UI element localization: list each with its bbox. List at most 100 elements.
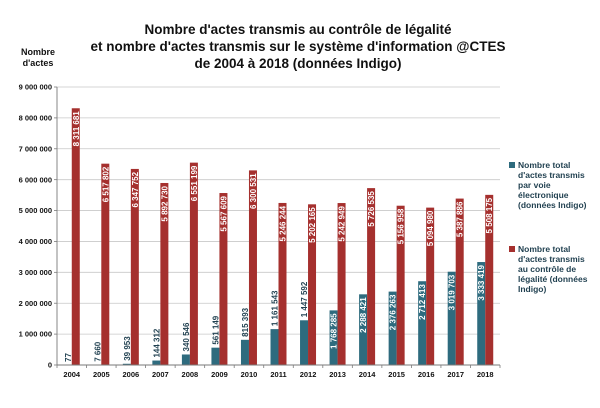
data-label: 5 567 609 xyxy=(219,195,228,231)
data-label: 5 246 244 xyxy=(279,205,288,241)
y-tick-label: 3 000 000 xyxy=(19,268,52,277)
bar-legalite xyxy=(248,170,257,365)
legend-label-line: électronique xyxy=(518,190,569,200)
y-tick-label: 1 000 000 xyxy=(19,330,52,339)
x-tick-label: 2013 xyxy=(329,370,346,379)
bar-legalite xyxy=(396,205,405,365)
data-label: 5 242 949 xyxy=(338,206,347,242)
chart-title-line: de 2004 à 2018 (données Indigo) xyxy=(194,56,401,71)
data-label: 39 953 xyxy=(123,336,132,361)
data-label: 2 376 263 xyxy=(389,294,398,330)
bar-legalite xyxy=(101,163,110,365)
chart-title-line: Nombre d'actes transmis au contrôle de l… xyxy=(144,22,452,37)
data-label: 815 393 xyxy=(241,307,250,336)
legend-label-line: légalité (données xyxy=(518,274,588,284)
data-label: 6 347 752 xyxy=(131,171,140,207)
data-label: 5 892 730 xyxy=(160,185,169,221)
bar-legalite xyxy=(337,203,346,365)
bar-legalite xyxy=(278,202,287,365)
bar-legalite xyxy=(189,162,198,365)
bar-electronic xyxy=(270,329,279,365)
bar-electronic xyxy=(181,354,190,365)
data-label: 5 726 535 xyxy=(367,191,376,227)
data-label: 77 xyxy=(64,353,73,362)
bar-electronic xyxy=(329,310,338,365)
legend-label-line: Indigo) xyxy=(518,284,546,294)
data-label: 340 546 xyxy=(182,322,191,351)
data-label: 1 447 592 xyxy=(300,281,309,317)
y-tick-label: 0 xyxy=(48,361,52,370)
x-tick-label: 2005 xyxy=(93,370,110,379)
bar-legalite xyxy=(71,108,80,365)
bar-electronic xyxy=(300,320,309,365)
data-label: 5 156 958 xyxy=(397,208,406,244)
data-label: 5 094 980 xyxy=(426,210,435,246)
bar-legalite xyxy=(455,198,464,365)
y-axis-label-line: Nombre xyxy=(21,47,55,57)
data-label: 6 300 531 xyxy=(249,173,258,209)
legend-label-line: Nombre total xyxy=(518,244,570,254)
x-tick-label: 2010 xyxy=(241,370,258,379)
x-tick-label: 2004 xyxy=(63,370,81,379)
bar-legalite xyxy=(130,168,139,365)
data-label: 5 508 175 xyxy=(485,197,494,233)
x-tick-label: 2017 xyxy=(447,370,464,379)
bar-legalite xyxy=(308,204,317,365)
data-label: 1 161 543 xyxy=(271,290,280,326)
data-label: 6 551 199 xyxy=(190,165,199,201)
bar-electronic xyxy=(240,339,249,365)
y-axis-ticks: 0 1 000 000 2 000 000 3 000 000 4 000 000 5 0… xyxy=(19,83,57,370)
bar-electronic xyxy=(211,347,220,365)
x-tick-label: 2015 xyxy=(388,370,405,379)
y-tick-label: 6 000 000 xyxy=(19,175,52,184)
x-tick-label: 2014 xyxy=(359,370,377,379)
x-tick-label: 2006 xyxy=(122,370,139,379)
bar-electronic xyxy=(122,363,131,365)
x-axis xyxy=(56,87,500,366)
chart-title: Nombre d'actes transmis au contrôle de l… xyxy=(91,22,506,71)
data-label: 144 312 xyxy=(152,328,161,357)
data-label: 7 660 xyxy=(93,341,102,362)
data-label: 561 149 xyxy=(211,315,220,344)
data-label: 2 288 421 xyxy=(359,297,368,333)
bar-electronic xyxy=(359,294,368,365)
data-label: 8 311 681 xyxy=(72,111,81,147)
y-tick-label: 9 000 000 xyxy=(19,83,52,92)
data-label: 5 387 886 xyxy=(456,201,465,237)
data-label: 1 768 285 xyxy=(330,313,339,349)
legend-label-line: au contrôle de xyxy=(518,264,576,274)
x-tick-label: 2011 xyxy=(270,370,286,379)
bar-legalite xyxy=(219,193,228,365)
x-tick-label: 2018 xyxy=(477,370,494,379)
bar-legalite xyxy=(485,194,494,365)
bar-legalite xyxy=(160,182,169,365)
y-tick-label: 5 000 000 xyxy=(19,206,52,215)
y-tick-label: 2 000 000 xyxy=(19,299,52,308)
legend-label-line: Nombre total xyxy=(518,160,570,170)
data-label: 3 333 419 xyxy=(477,264,486,300)
y-axis-label-line: d'actes xyxy=(23,58,54,68)
y-tick-label: 8 000 000 xyxy=(19,113,52,122)
x-axis-ticks: 2004 2005 2006 2007 2008 2009 2010 2011 2012 2013… xyxy=(56,365,501,379)
bar-electronic xyxy=(477,262,486,365)
chart-title-line: et nombre d'actes transmis sur le systèm… xyxy=(91,39,506,54)
legend-label-line: d'actes transmis xyxy=(518,254,585,264)
legend-label-line: d'actes transmis xyxy=(518,170,585,180)
data-label: 5 202 165 xyxy=(308,207,317,243)
bar-electronic xyxy=(418,281,427,365)
y-tick-label: 7 000 000 xyxy=(19,144,52,153)
bar-electronic xyxy=(388,291,397,365)
bars: 77 8 311 681 7 660 6 517 802 39 953 6 347 752… xyxy=(63,108,494,365)
bar-electronic xyxy=(447,271,456,365)
data-label: 2 712 413 xyxy=(418,284,427,320)
bar-legalite xyxy=(367,188,376,365)
x-tick-label: 2016 xyxy=(418,370,435,379)
legend-label-line: (données Indigo) xyxy=(518,200,587,210)
x-tick-label: 2009 xyxy=(211,370,228,379)
bar-legalite xyxy=(426,207,435,365)
bar-electronic xyxy=(152,360,161,365)
